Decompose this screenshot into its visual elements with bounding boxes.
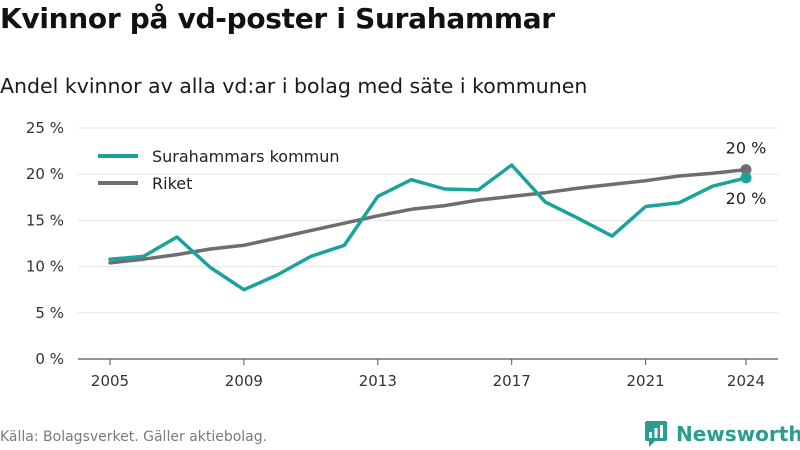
y-grid (78, 127, 778, 360)
end-labels: 20 % 20 % (726, 139, 767, 208)
x-axis-ticks: 2005 2009 2013 2017 2021 2024 (91, 359, 765, 390)
y-axis-ticks: 0 % 5 % 10 % 15 % 20 % 25 % (26, 119, 64, 368)
chart-title: Kvinnor på vd-poster i Surahammar (0, 2, 555, 35)
x-tick-label: 2013 (359, 372, 397, 390)
brand-logo: Newsworthy (644, 420, 800, 448)
series-endpoint-riket (740, 164, 752, 176)
x-tick-label: 2017 (493, 372, 531, 390)
legend-label: Surahammars kommun (152, 147, 340, 166)
x-tick-label: 2021 (626, 372, 664, 390)
series-line-surahammar (108, 163, 748, 292)
legend: Surahammars kommun Riket (98, 147, 340, 193)
x-tick-label: 2009 (225, 372, 263, 390)
series-lines (108, 163, 752, 292)
bar-chart-logo-icon (645, 421, 667, 447)
chart-subtitle: Andel kvinnor av alla vd:ar i bolag med … (0, 74, 588, 98)
end-label-surahammar: 20 % (726, 189, 767, 208)
y-tick-label: 0 % (35, 350, 64, 368)
series-endpoint-surahammar (740, 172, 752, 184)
y-tick-label: 20 % (26, 165, 64, 183)
source-note: Källa: Bolagsverket. Gäller aktiebolag. (0, 429, 268, 445)
legend-label: Riket (152, 174, 192, 193)
y-tick-label: 10 % (26, 258, 64, 276)
y-tick-label: 5 % (35, 304, 64, 322)
series-line-riket (108, 167, 748, 265)
end-label-riket: 20 % (726, 139, 767, 158)
x-tick-label: 2005 (91, 372, 129, 390)
brand-name: Newsworthy (676, 422, 800, 446)
x-tick-label: 2024 (727, 372, 765, 390)
y-tick-label: 15 % (26, 211, 64, 229)
y-tick-label: 25 % (26, 119, 64, 137)
